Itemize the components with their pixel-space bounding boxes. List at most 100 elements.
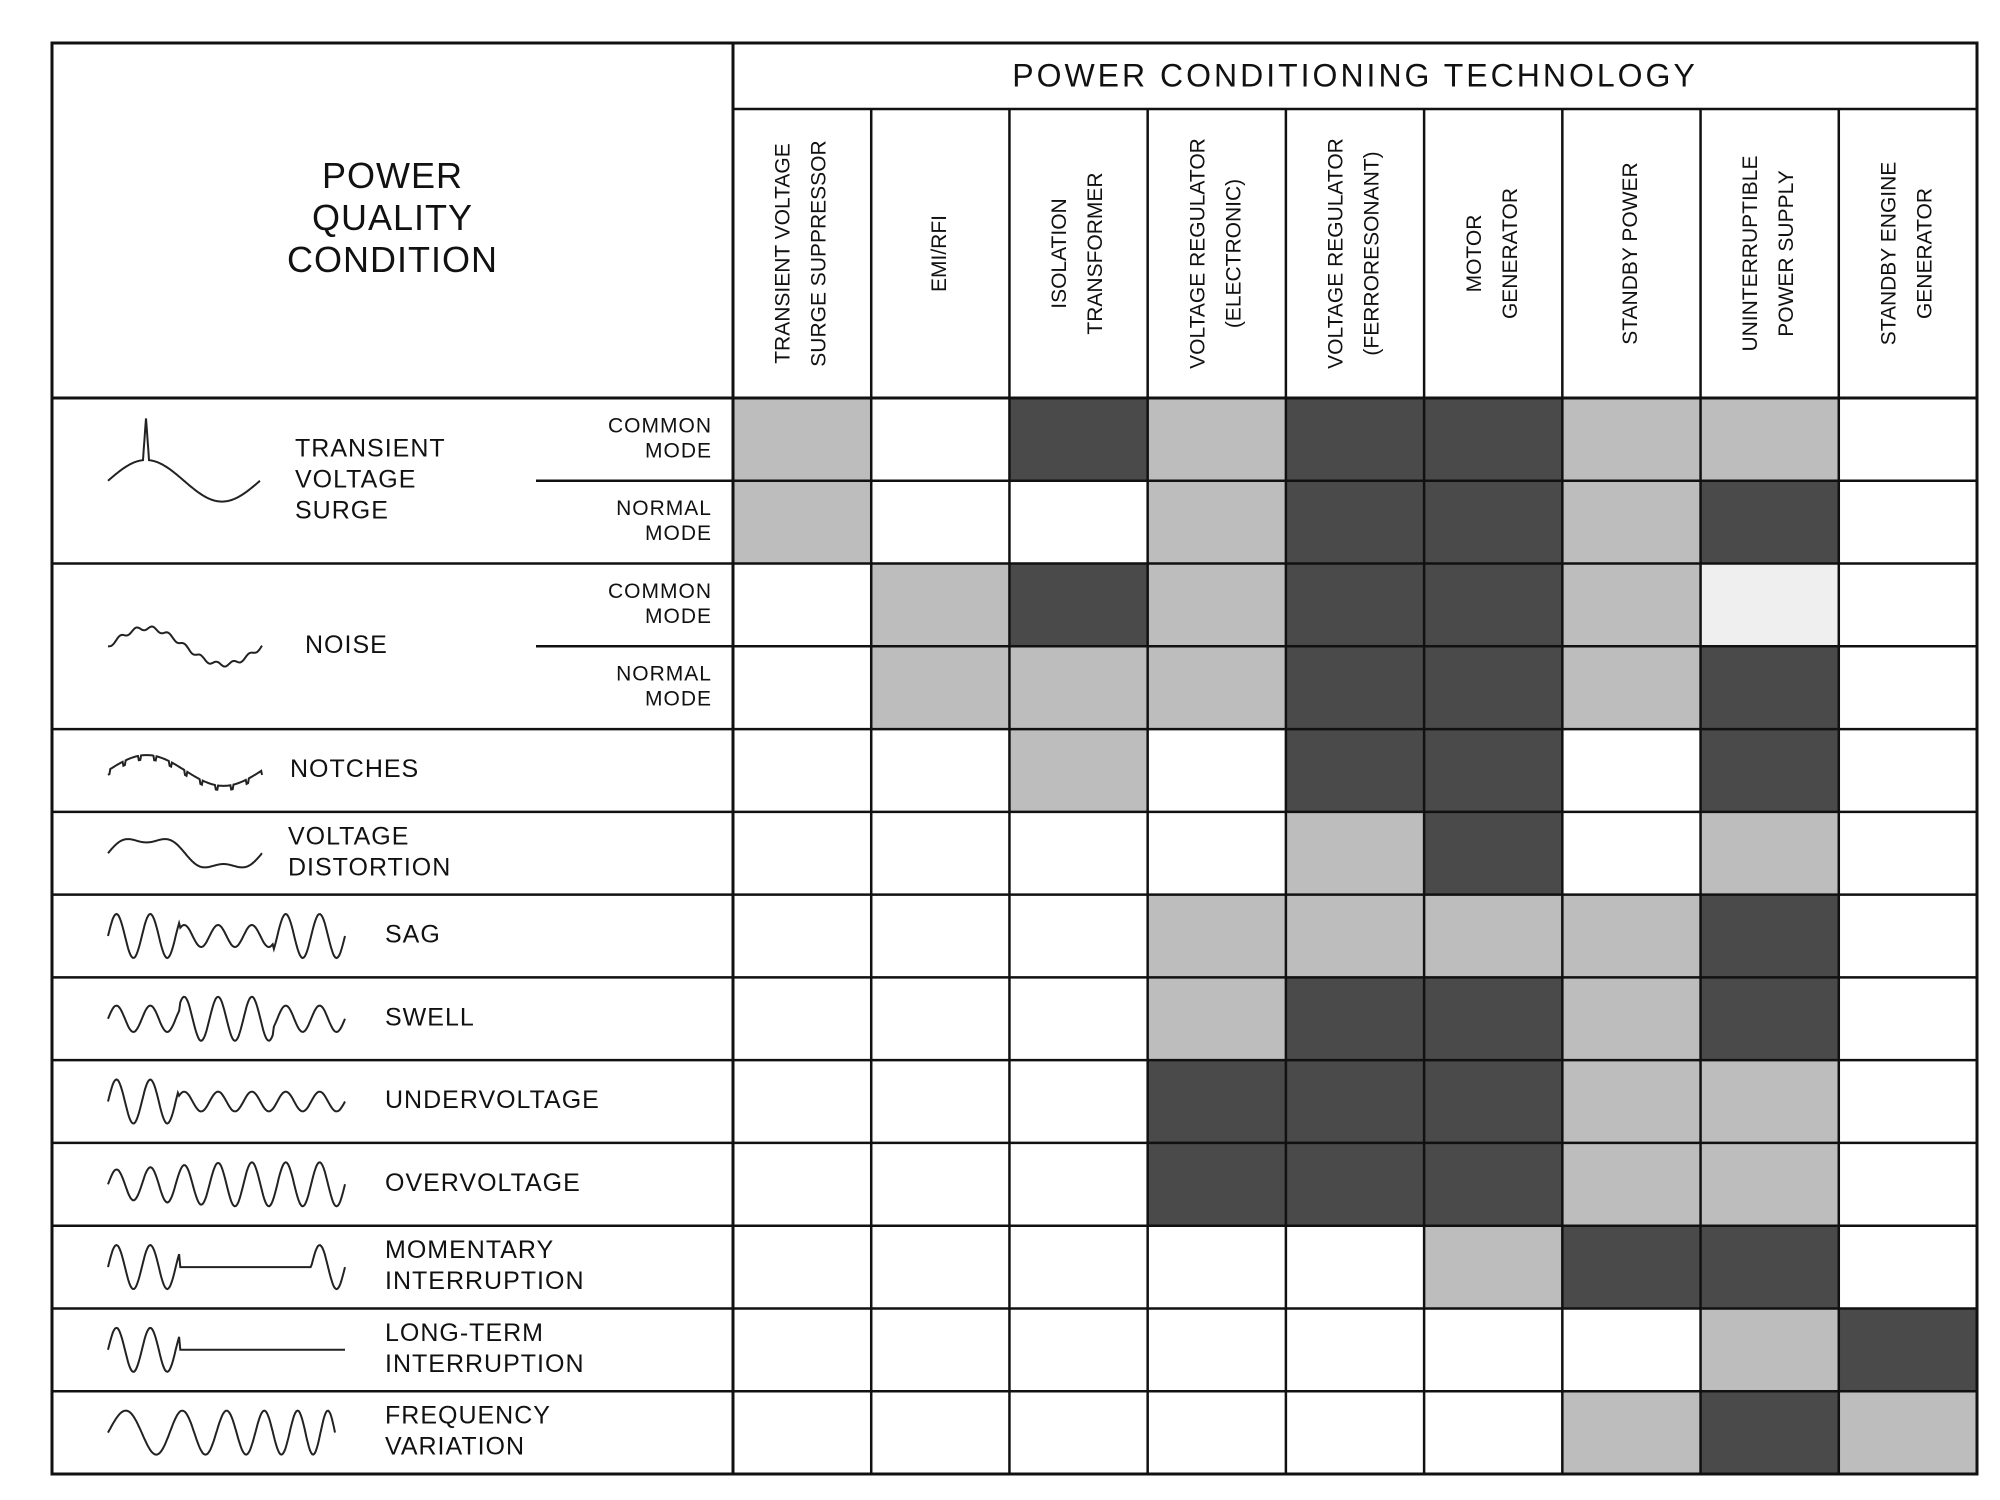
- cell: [1562, 811, 1701, 895]
- condition-label: LONG-TERM: [385, 1319, 544, 1347]
- cell: [1562, 729, 1701, 812]
- cell: [1147, 1308, 1286, 1392]
- cell: [1424, 729, 1563, 812]
- cell: [1009, 646, 1148, 730]
- cell: [871, 1225, 1010, 1309]
- cell: [1147, 1391, 1286, 1474]
- cell: [1562, 1060, 1701, 1143]
- cell: [733, 563, 872, 647]
- cell: [1838, 894, 1977, 978]
- cell: [733, 1391, 872, 1474]
- cell: [1285, 563, 1425, 647]
- waveform: [107, 754, 263, 791]
- column-header: VOLTAGE REGULATOR: [1325, 138, 1348, 369]
- cell: [1285, 398, 1425, 481]
- cell: [1009, 1391, 1148, 1474]
- condition-label: VOLTAGE: [288, 822, 409, 850]
- mode-label: NORMAL: [616, 663, 712, 686]
- waveform: [107, 912, 346, 960]
- cell: [1285, 977, 1425, 1061]
- cell: [1285, 1142, 1425, 1226]
- cell: [1424, 811, 1563, 895]
- column-header: ISOLATION: [1048, 198, 1071, 308]
- waveform: [107, 1161, 346, 1208]
- column-header: GENERATOR: [1913, 188, 1936, 319]
- waveform: [107, 418, 261, 503]
- condition-label: OVERVOLTAGE: [385, 1169, 581, 1197]
- cell: [733, 646, 872, 730]
- condition-label: MOMENTARY: [385, 1236, 554, 1264]
- cell: [1562, 1225, 1701, 1309]
- cell: [1700, 1391, 1839, 1474]
- cell: [1424, 1060, 1563, 1143]
- waveform: [107, 1326, 345, 1373]
- cell: [1424, 646, 1563, 730]
- cell: [1147, 977, 1286, 1061]
- condition-label: VOLTAGE: [295, 465, 416, 493]
- cell: [1838, 1225, 1977, 1309]
- mode-label: COMMON: [608, 414, 712, 437]
- cell: [733, 729, 872, 812]
- cell: [871, 894, 1010, 978]
- cell: [871, 1308, 1010, 1392]
- cell: [1838, 398, 1977, 481]
- table-border: [50, 41, 1979, 1476]
- cell: [1562, 1391, 1701, 1474]
- waveform: [107, 625, 263, 668]
- cell: [1562, 563, 1701, 647]
- column-header: (ELECTRONIC): [1222, 179, 1245, 328]
- cell: [1562, 894, 1701, 978]
- cell: [1424, 1225, 1563, 1309]
- cell: [1147, 1225, 1286, 1309]
- cell: [1838, 480, 1977, 564]
- condition-label: INTERRUPTION: [385, 1350, 585, 1378]
- cell: [1147, 1142, 1286, 1226]
- column-header: STANDBY ENGINE: [1877, 162, 1900, 346]
- cell: [1147, 729, 1286, 812]
- cell: [1838, 563, 1977, 647]
- mode-label: MODE: [645, 688, 712, 711]
- cell: [1147, 646, 1286, 730]
- cell: [1700, 563, 1839, 647]
- condition-label: VARIATION: [385, 1433, 525, 1461]
- cell: [1285, 646, 1425, 730]
- cell: [1700, 977, 1839, 1061]
- cell: [733, 398, 872, 481]
- column-header: UNINTERRUPTIBLE: [1739, 155, 1762, 351]
- waveform: [107, 838, 263, 869]
- cell: [1700, 646, 1839, 730]
- condition-label: TRANSIENT: [295, 434, 446, 462]
- cell: [1838, 977, 1977, 1061]
- condition-label: NOTCHES: [290, 755, 419, 783]
- cell: [1147, 1060, 1286, 1143]
- waveform: [107, 1244, 346, 1291]
- cell: [1285, 1225, 1425, 1309]
- cell: [1009, 1308, 1148, 1392]
- cell: [733, 894, 872, 978]
- cell: [1700, 398, 1839, 481]
- cell: [1285, 1391, 1425, 1474]
- cell: [733, 1225, 872, 1309]
- cell: [871, 563, 1010, 647]
- column-header: MOTOR: [1463, 215, 1486, 293]
- cell: [733, 1142, 872, 1226]
- cell: [1424, 398, 1563, 481]
- cell: [1009, 977, 1148, 1061]
- cell: [1700, 480, 1839, 564]
- condition-title: QUALITY: [312, 197, 473, 238]
- mode-label: MODE: [645, 522, 712, 545]
- cell: [1838, 646, 1977, 730]
- cell: [733, 977, 872, 1061]
- condition-label: FREQUENCY: [385, 1402, 551, 1430]
- cell: [1424, 563, 1563, 647]
- cell: [1838, 1142, 1977, 1226]
- cell: [1147, 894, 1286, 978]
- cell: [1562, 480, 1701, 564]
- mode-label: NORMAL: [616, 497, 712, 520]
- waveform: [107, 995, 346, 1042]
- cell: [1700, 811, 1839, 895]
- cell: [1147, 398, 1286, 481]
- cell: [1700, 1142, 1839, 1226]
